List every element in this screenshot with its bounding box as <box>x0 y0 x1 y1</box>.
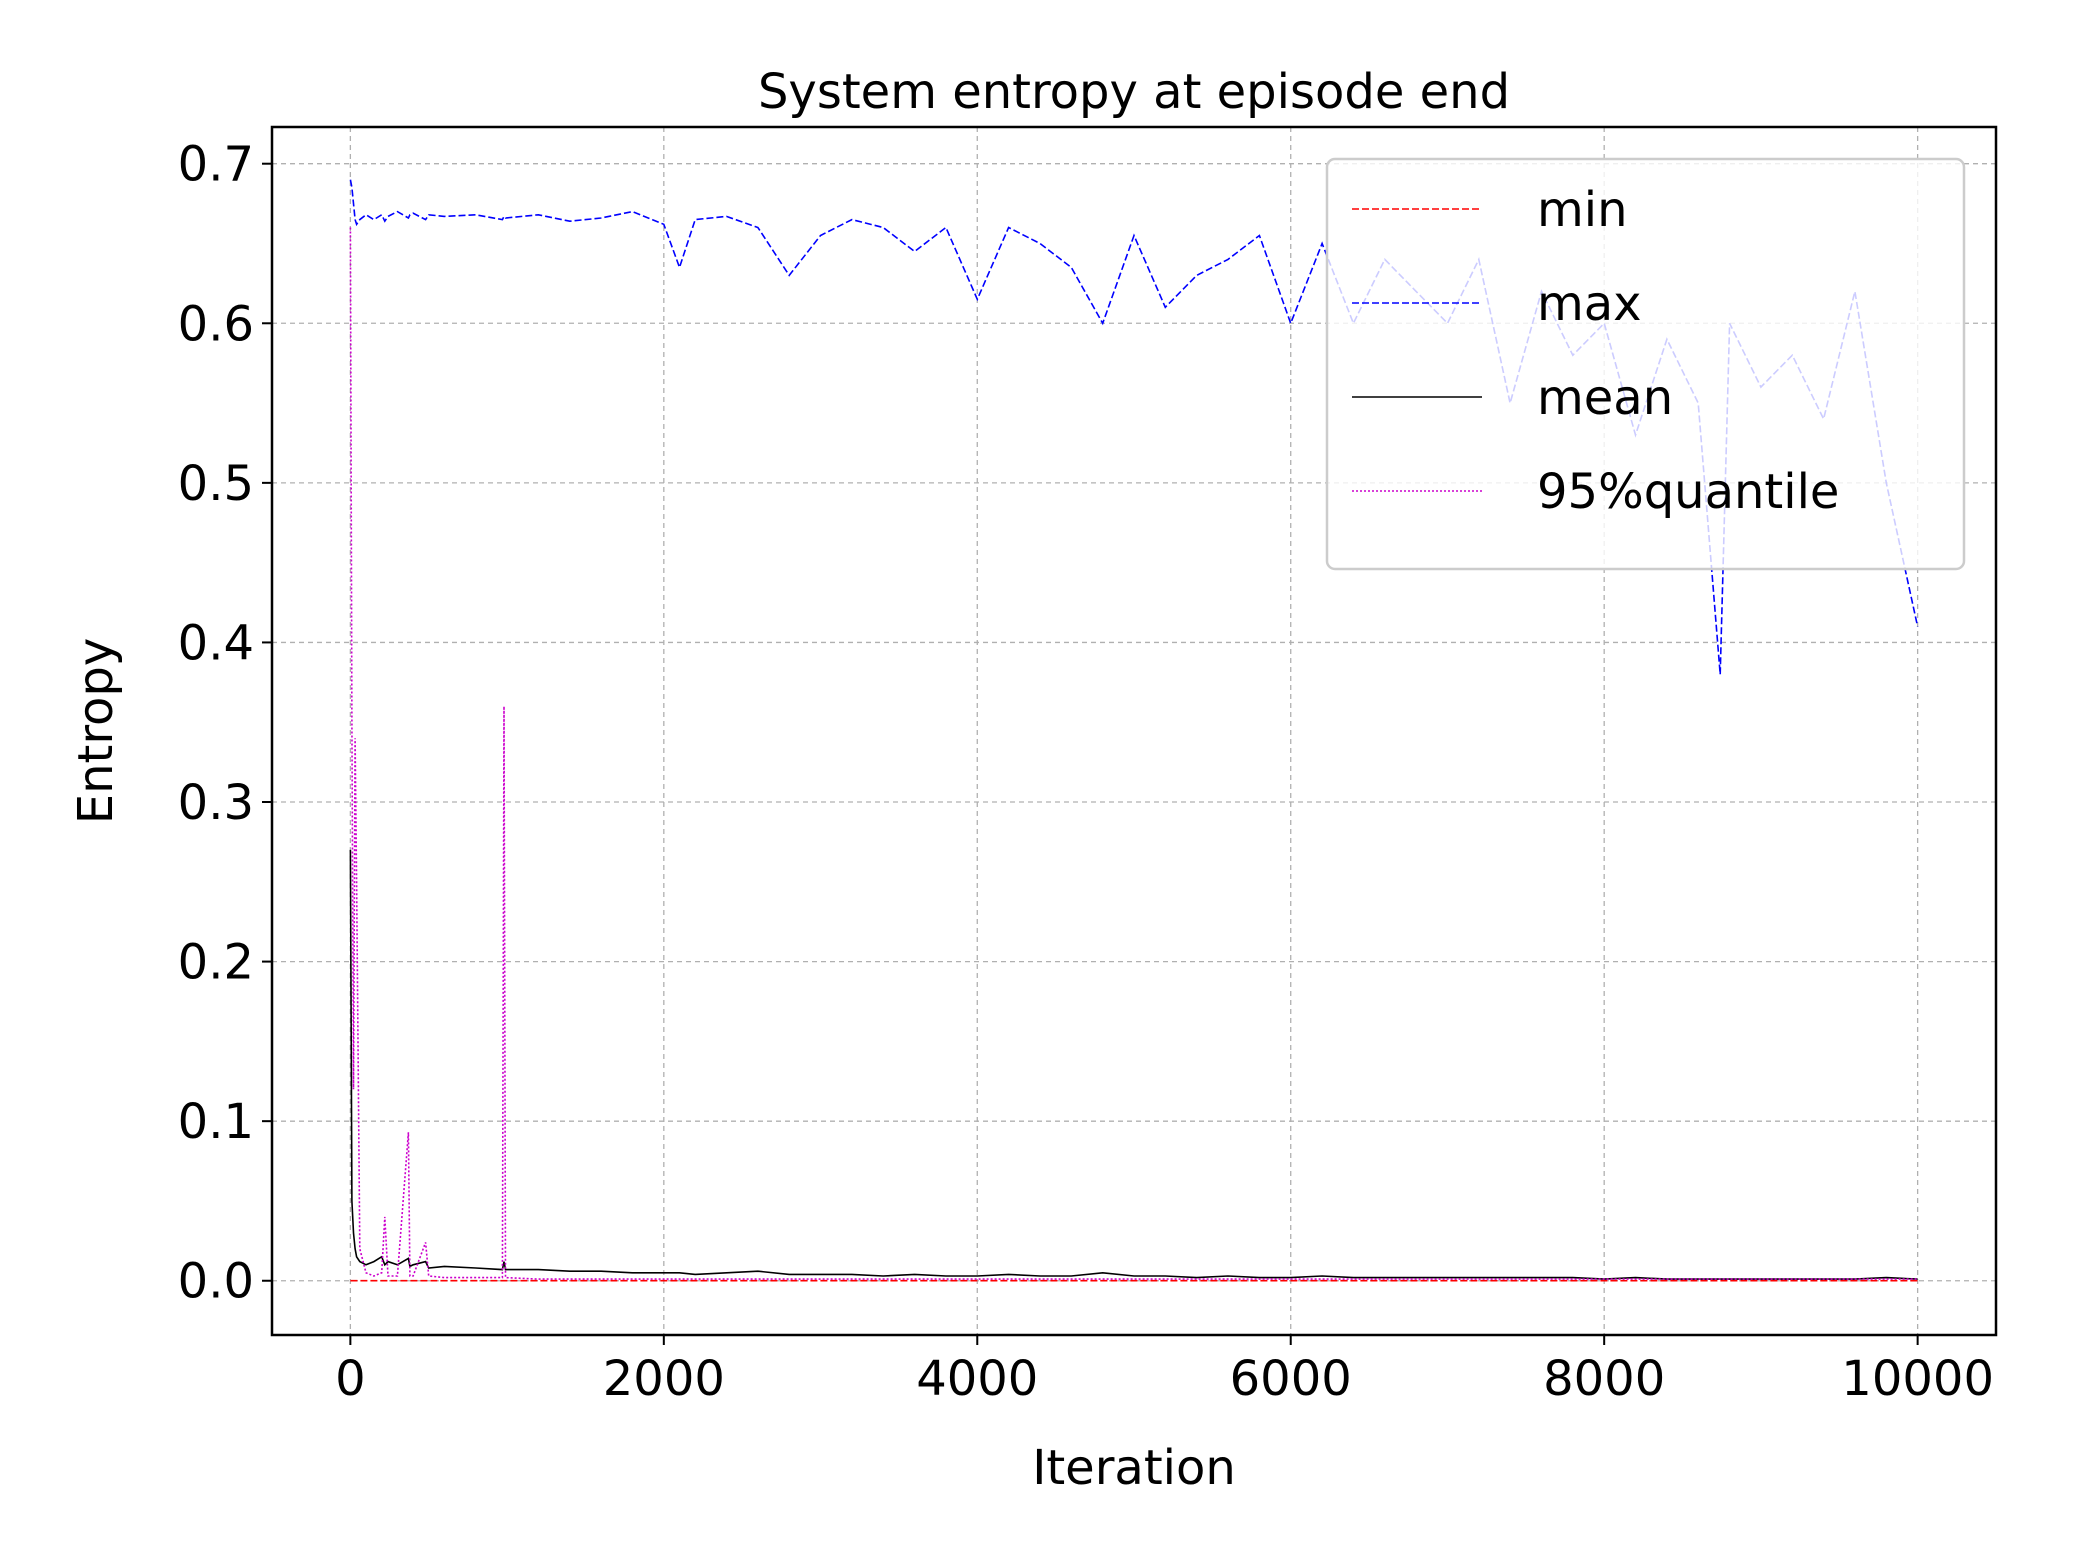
y-axis-label: Entropy <box>68 638 124 825</box>
axes-frame <box>270 125 1998 1337</box>
y-tick-label: 0.0 <box>178 1254 254 1310</box>
y-tick-label: 0.6 <box>178 296 254 352</box>
y-tick-label: 0.3 <box>178 775 254 831</box>
x-tick-label: 10000 <box>1841 1351 1994 1407</box>
legend-label: mean <box>1537 370 1673 426</box>
y-tick-label: 0.7 <box>178 137 254 193</box>
legend-label: min <box>1537 182 1628 238</box>
chart-title: System entropy at episode end <box>758 64 1510 120</box>
x-tick-label: 0 <box>335 1351 366 1407</box>
x-tick-label: 6000 <box>1230 1351 1352 1407</box>
ticks: 0 2000 4000 6000 8000 10000 0.0 0.1 0.2 0.3 0.4 0.5… <box>178 137 1994 1407</box>
legend-label: max <box>1537 276 1642 332</box>
series-line <box>349 849 1918 1280</box>
legend: min max mean 95%quantile <box>1325 157 1966 571</box>
x-tick-label: 4000 <box>916 1351 1038 1407</box>
legend-box <box>1325 157 1966 571</box>
y-tick-label: 0.2 <box>178 935 254 991</box>
series-line <box>349 227 1918 1280</box>
x-axis-label: Iteration <box>1032 1440 1236 1496</box>
y-tick-label: 0.5 <box>178 456 254 512</box>
y-tick-label: 0.4 <box>178 615 254 671</box>
x-tick-label: 2000 <box>603 1351 725 1407</box>
legend-label: 95%quantile <box>1537 464 1839 520</box>
x-tick-label: 8000 <box>1543 1351 1665 1407</box>
y-tick-label: 0.1 <box>178 1094 254 1150</box>
